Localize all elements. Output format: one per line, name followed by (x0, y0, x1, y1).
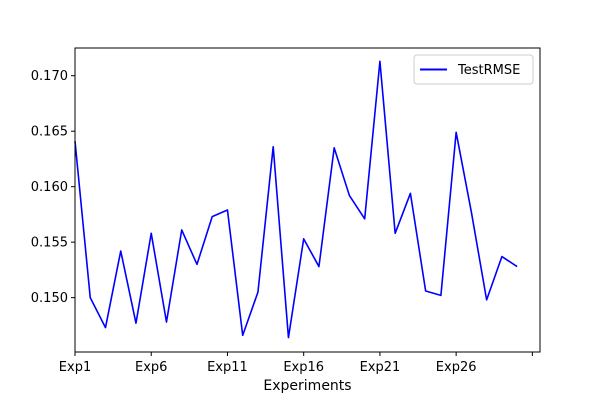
y-tick-label: 0.160 (31, 180, 68, 195)
x-tick-label: Exp6 (135, 360, 167, 375)
y-tick-label: 0.165 (31, 125, 68, 140)
y-tick-label: 0.150 (31, 291, 68, 306)
legend-label: TestRMSE (457, 63, 520, 78)
plot-area-frame (75, 48, 540, 352)
x-tick-label: Exp16 (283, 360, 324, 375)
series-layer (75, 61, 517, 337)
x-tick-label: Exp26 (436, 360, 477, 375)
y-tick-label: 0.170 (31, 69, 68, 84)
x-axis-label: Experiments (263, 378, 351, 394)
legend: TestRMSE (414, 55, 533, 84)
y-axis: 0.150 0.155 0.160 0.165 0.170 (31, 69, 75, 306)
x-tick-label: Exp21 (360, 360, 401, 375)
x-tick-label: Exp1 (59, 360, 91, 375)
x-axis: Exp1 Exp6 Exp11 Exp16 Exp21 Exp26 (59, 352, 533, 375)
y-tick-label: 0.155 (31, 236, 68, 251)
x-tick-label: Exp11 (207, 360, 248, 375)
series-line-testrmse (75, 61, 517, 337)
